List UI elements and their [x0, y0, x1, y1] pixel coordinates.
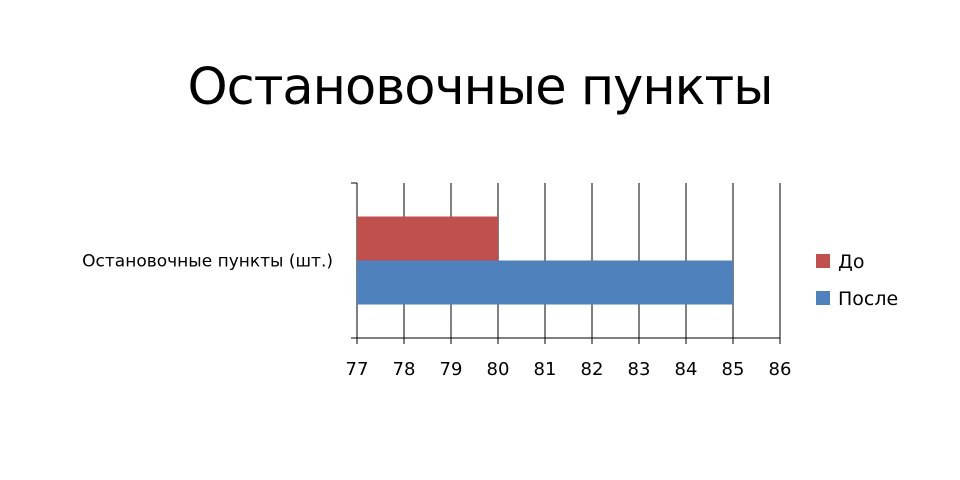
- slide-title: Остановочные пункты: [187, 58, 774, 117]
- x-tick-label: 77: [346, 359, 369, 380]
- legend-label-1: После: [838, 288, 898, 310]
- x-tick-label: 80: [487, 359, 510, 380]
- x-tick-label: 82: [581, 359, 604, 380]
- x-tick-label: 83: [628, 359, 651, 380]
- x-tick-label: 78: [393, 359, 416, 380]
- x-tick-label: 86: [769, 359, 792, 380]
- x-tick-label: 81: [534, 359, 557, 380]
- x-tick-label: 79: [440, 359, 463, 380]
- legend-swatch-0: [816, 254, 830, 268]
- legend-swatch-1: [816, 291, 830, 305]
- x-tick-label: 84: [675, 359, 698, 380]
- x-tick-label: 85: [722, 359, 745, 380]
- bar-0: [357, 216, 498, 261]
- bar-1: [357, 260, 733, 305]
- category-label: Остановочные пункты (шт.): [82, 252, 333, 272]
- legend-label-0: До: [838, 251, 864, 273]
